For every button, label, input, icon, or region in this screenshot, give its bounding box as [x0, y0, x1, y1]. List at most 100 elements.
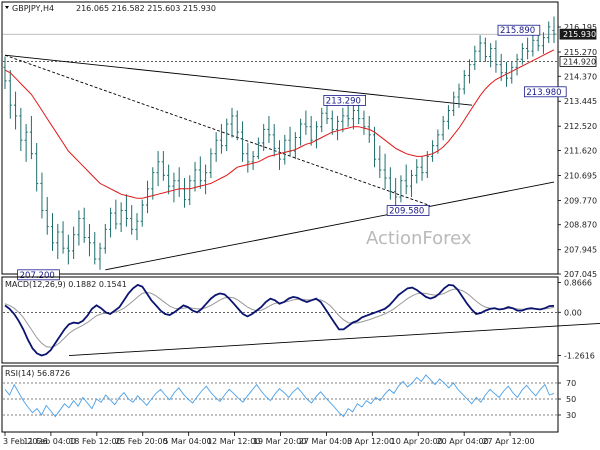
ohlc-bar	[262, 124, 266, 152]
ohlc-bar	[404, 164, 408, 195]
ohlc-bar	[193, 161, 197, 192]
ohlc-bar	[526, 37, 530, 60]
ohlc-bar	[304, 110, 308, 135]
price-badge-label: 214.920	[563, 57, 596, 66]
price-y-tick-label: 211.620	[564, 147, 597, 156]
price-y-tick-label: 214.370	[564, 72, 597, 81]
ohlc-bar	[441, 115, 445, 141]
ohlc-bar	[330, 110, 334, 135]
rsi-line	[4, 374, 555, 418]
price-y-tick-label: 208.870	[564, 221, 597, 230]
price-annotation: 213.980	[523, 86, 567, 98]
ohlc-bar	[272, 124, 276, 157]
x-tick-label: 19 Mar 20:00	[253, 437, 306, 446]
ohlc-bar	[473, 45, 477, 71]
macd-y-tick-label: 0.8666	[564, 279, 592, 288]
ohlc-bar	[283, 134, 287, 165]
ohlc-bar	[240, 121, 245, 162]
ohlc-bar	[108, 207, 113, 238]
ohlc-bar	[72, 226, 76, 260]
ohlc-bar	[230, 107, 234, 138]
ohlc-bar	[256, 137, 260, 160]
x-tick-label: 11 Feb 04:00	[23, 437, 75, 446]
ohlc-bar	[388, 167, 392, 200]
ohlc-bar	[167, 164, 171, 195]
ohlc-bar	[61, 221, 65, 254]
ohlc-bar	[3, 56, 7, 89]
ohlc-bar	[87, 223, 92, 257]
ohlc-bar	[45, 196, 49, 235]
x-tick-label: 25 Feb 20:00	[115, 437, 167, 446]
macd-main-line	[4, 283, 555, 357]
macd-panel-frame	[1, 276, 559, 364]
ohlc-bar	[552, 16, 556, 43]
ohlc-bar	[420, 156, 424, 181]
ohlc-bar	[346, 105, 350, 127]
trendline	[4, 54, 473, 106]
ohlc-bar	[8, 70, 12, 119]
macd-title: MACD(12,26,9) 0.1882 0.1541	[5, 280, 127, 289]
ohlc-bar	[93, 232, 97, 265]
x-tick-label: 12 Mar 12:00	[207, 437, 260, 446]
price-badge-box	[559, 56, 597, 67]
price-annotation-label: 209.580	[389, 207, 424, 217]
ohlc-bar	[161, 151, 165, 181]
ohlc-bar	[399, 175, 403, 203]
ohlc-bar	[50, 213, 55, 251]
trendline	[105, 181, 555, 271]
ohlc-bar	[156, 151, 160, 187]
ohlc-bar	[299, 118, 303, 146]
ohlc-bar	[13, 91, 18, 130]
ohlc-bar	[209, 148, 213, 179]
ohlc-bar	[214, 132, 218, 162]
ohlc-bar	[325, 105, 329, 125]
price-badge: 214.920	[559, 56, 597, 67]
macd-trendline	[69, 322, 600, 356]
price-annotation-box	[17, 269, 60, 281]
price-badges: 215.930 214.920	[559, 28, 597, 67]
ohlc-values: 216.065 216.582 215.603 215.930	[76, 4, 216, 13]
macd-y-axis: 0.8666 0.00 -1.2616	[558, 279, 595, 361]
ohlc-bar	[531, 34, 535, 57]
price-annotations: 207.200 213.290 209.580 215.890 213.980	[17, 24, 567, 281]
x-tick-label: 27 Mar 04:00	[299, 437, 352, 446]
ohlc-bar	[172, 172, 176, 203]
macd-y-tick-label: 0.00	[564, 308, 582, 317]
symbol-dropdown-icon	[5, 6, 9, 9]
ohlc-bar	[19, 107, 23, 152]
price-y-tick-label: 210.695	[564, 171, 597, 180]
ohlc-bar	[446, 105, 451, 130]
price-annotation: 207.200	[17, 269, 60, 281]
ohlc-bar	[462, 70, 466, 95]
ohlc-bar	[246, 142, 250, 173]
ohlc-bar	[98, 242, 102, 270]
ohlc-bar	[351, 105, 356, 130]
x-tick-label: 20 Apr 04:00	[437, 437, 489, 446]
x-tick-label: 10 Apr 20:00	[391, 437, 443, 446]
chart-header: GBPJPY,H4 216.065 216.582 215.603 215.93…	[5, 4, 216, 13]
ohlc-bar	[515, 53, 519, 76]
price-y-tick-label: 212.520	[564, 122, 597, 131]
ohlc-bar	[130, 205, 134, 235]
price-annotation-box	[386, 205, 430, 216]
ohlc-bar	[119, 202, 123, 233]
ohlc-bar	[510, 61, 514, 84]
price-y-axis: 216.195 215.270 214.370 213.445 212.520 211.6…	[558, 23, 597, 279]
macd-y-tick-label: -1.2616	[564, 352, 595, 361]
ohlc-bar	[56, 223, 60, 260]
ohlc-bar	[478, 35, 482, 62]
price-gridlines	[3, 33, 558, 62]
ohlc-bar	[267, 115, 271, 143]
ohlc-bar	[341, 107, 345, 133]
ohlc-bar	[335, 115, 340, 141]
price-annotation: 215.890	[497, 24, 541, 36]
rsi-y-tick-label: 70	[566, 379, 576, 388]
ohlc-bar	[140, 199, 144, 227]
ohlc-bar	[394, 178, 398, 206]
price-annotation-box	[323, 95, 367, 106]
ohlc-bar	[135, 213, 139, 241]
ohlc-bar	[124, 194, 129, 227]
macd-panel: 0.8666 0.00 -1.2616 MACD(12,26,9) 0.1882 0…	[1, 276, 600, 364]
ohlc-bar	[378, 145, 382, 179]
ohlc-bar	[362, 110, 366, 135]
